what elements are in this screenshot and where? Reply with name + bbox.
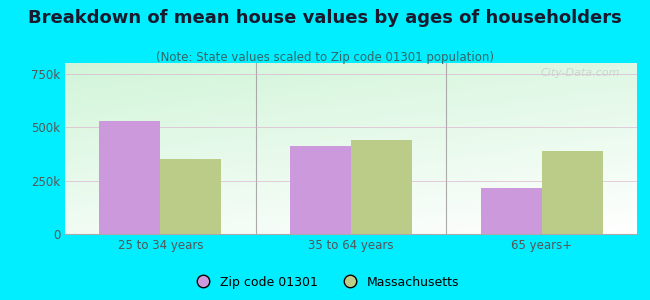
Bar xyxy=(480,188,541,234)
Text: (Note: State values scaled to Zip code 01301 population): (Note: State values scaled to Zip code 0… xyxy=(156,51,494,64)
Text: City-Data.com: City-Data.com xyxy=(540,68,620,78)
Bar xyxy=(290,146,351,234)
Bar xyxy=(161,159,222,234)
Bar xyxy=(351,140,412,234)
Bar xyxy=(541,151,603,234)
Legend: Zip code 01301, Massachusetts: Zip code 01301, Massachusetts xyxy=(185,271,465,294)
Text: Breakdown of mean house values by ages of householders: Breakdown of mean house values by ages o… xyxy=(28,9,622,27)
Bar xyxy=(99,121,161,234)
